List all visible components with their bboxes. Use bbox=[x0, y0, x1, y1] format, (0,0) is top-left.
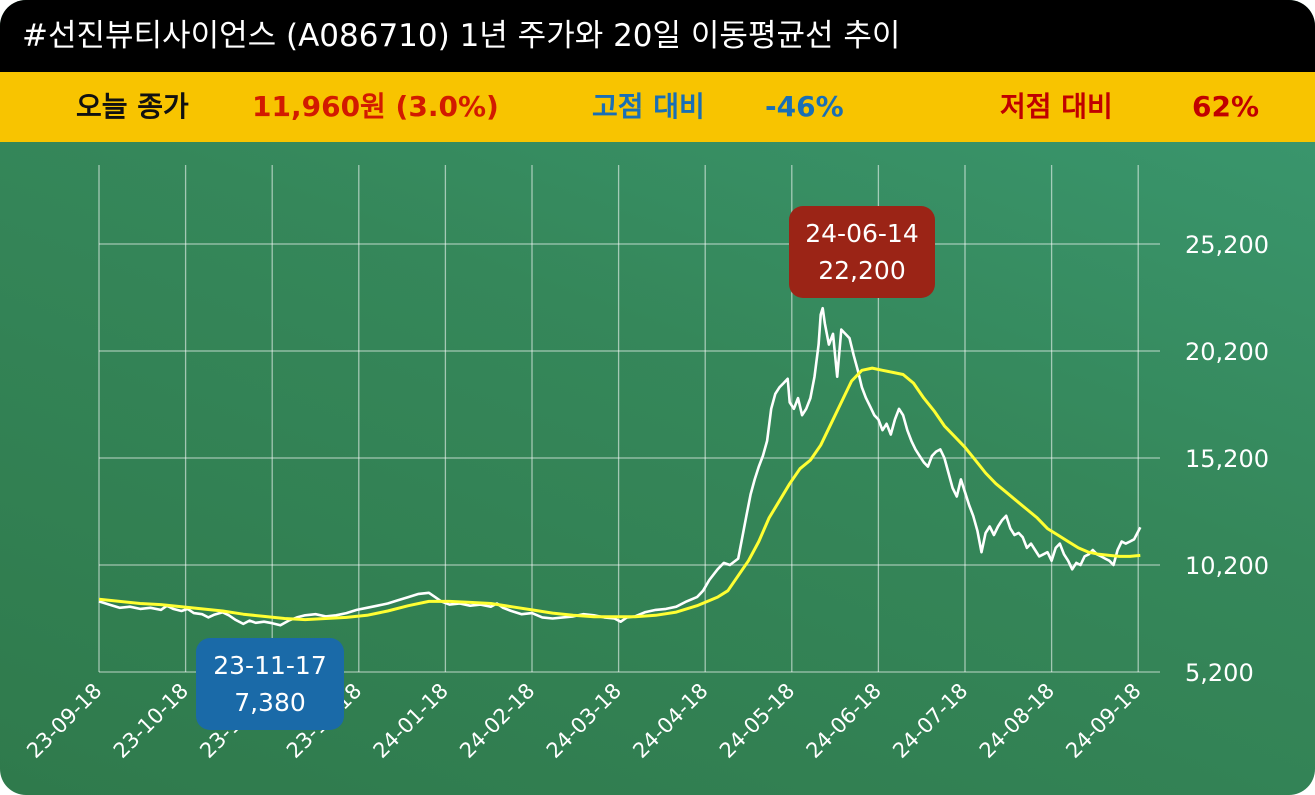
low-compare-value: 62% bbox=[1192, 90, 1260, 123]
x-tick-label: 24-06-18 bbox=[802, 679, 886, 763]
grid-lines bbox=[98, 165, 1160, 673]
chart-title: #선진뷰티사이언스 (A086710) 1년 주가와 20일 이동평균선 추이 bbox=[0, 0, 1315, 72]
x-tick-label: 24-05-18 bbox=[715, 679, 799, 763]
x-tick-label: 24-04-18 bbox=[628, 679, 712, 763]
x-tick-label: 24-08-18 bbox=[975, 679, 1059, 763]
close-value: 11,960원 (3.0%) bbox=[252, 90, 499, 123]
close-label: 오늘 종가 bbox=[76, 90, 189, 123]
y-tick-label: 5,200 bbox=[1185, 659, 1254, 687]
x-tick-label: 24-07-18 bbox=[888, 679, 972, 763]
summary-bar: 오늘 종가 11,960원 (3.0%) 고점 대비 -46% 저점 대비 62… bbox=[0, 72, 1315, 142]
high-compare-label: 고점 대비 bbox=[592, 90, 705, 123]
y-tick-label: 10,200 bbox=[1185, 552, 1269, 580]
y-tick-label: 15,200 bbox=[1185, 445, 1269, 473]
high-annotation-box bbox=[789, 206, 935, 298]
price-line bbox=[98, 306, 1142, 627]
high-annotation-value: 22,200 bbox=[818, 256, 905, 285]
x-tick-label: 23-10-18 bbox=[109, 679, 193, 763]
y-axis-ticks: 5,200 10,200 15,200 20,200 25,200 bbox=[1185, 231, 1269, 687]
x-tick-label: 24-09-18 bbox=[1061, 679, 1145, 763]
low-annotation-box bbox=[196, 638, 344, 730]
high-compare-value: -46% bbox=[765, 90, 844, 123]
x-tick-label: 23-09-18 bbox=[22, 679, 106, 763]
low-annotation-value: 7,380 bbox=[234, 688, 306, 717]
high-annotation: 24-06-14 22,200 bbox=[789, 206, 935, 298]
x-tick-label: 24-03-18 bbox=[542, 679, 626, 763]
y-tick-label: 20,200 bbox=[1185, 338, 1269, 366]
series-lines bbox=[98, 306, 1142, 627]
high-annotation-date: 24-06-14 bbox=[805, 219, 918, 248]
low-compare-label: 저점 대비 bbox=[1000, 90, 1113, 123]
low-annotation-date: 23-11-17 bbox=[213, 651, 326, 680]
low-annotation: 23-11-17 7,380 bbox=[196, 638, 344, 730]
annotations: 24-06-14 22,200 23-11-17 7,380 bbox=[196, 206, 935, 730]
moving-average-line bbox=[98, 366, 1141, 622]
x-tick-label: 24-01-18 bbox=[369, 679, 453, 763]
y-tick-label: 25,200 bbox=[1185, 231, 1269, 259]
x-axis-ticks: 23-09-1823-10-1823-11-1823-12-1824-01-18… bbox=[22, 679, 1146, 763]
x-tick-label: 24-02-18 bbox=[455, 679, 539, 763]
